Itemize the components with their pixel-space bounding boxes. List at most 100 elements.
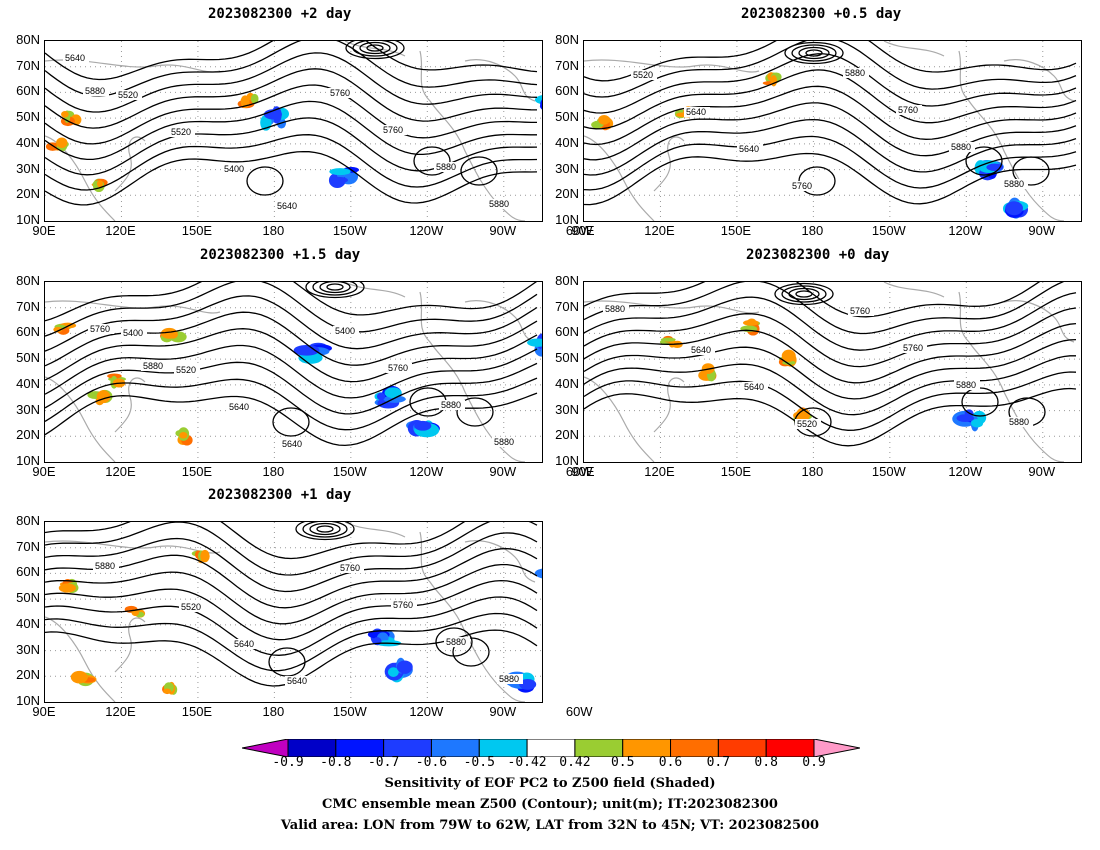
coastline [419, 291, 526, 462]
lon-tick-label: 150W [871, 223, 906, 238]
lat-tick-label: 70N [555, 57, 579, 73]
contour-label-bg [603, 304, 629, 314]
contour-label-bg [222, 164, 248, 174]
lat-tick-label: 20N [555, 427, 579, 443]
contour-label: 5520 [171, 127, 191, 137]
contour-label: 5760 [340, 563, 360, 573]
z500-contour [246, 166, 284, 196]
z500-contour [309, 522, 341, 536]
coastline [464, 540, 536, 583]
coastline [584, 135, 655, 221]
coastline [419, 531, 526, 702]
contour-label: 5880 [605, 304, 625, 314]
colorbar-tick-label: 0.8 [754, 755, 778, 770]
negative-sensitivity-shading [387, 667, 399, 677]
lat-tick-label: 50N [555, 350, 579, 366]
lon-tick-label: 120E [105, 704, 136, 719]
coastline [584, 376, 655, 462]
contour-label: 5520 [118, 90, 138, 100]
lat-tick-label: 70N [16, 298, 40, 314]
lon-tick-label: 150E [181, 223, 213, 238]
colorbar-graphic [241, 738, 861, 758]
contour-label: 5400 [335, 326, 355, 336]
z500-contour [45, 361, 538, 415]
colorbar-max-triangle [813, 738, 861, 758]
negative-sensitivity-shading [519, 678, 537, 690]
z500-contour [302, 522, 348, 538]
z500-contour [45, 522, 538, 576]
lon-tick-label: 120E [105, 223, 136, 238]
lat-tick-label: 80N [16, 513, 40, 528]
positive-sensitivity-shading [96, 390, 111, 404]
contour-label-bg [88, 324, 114, 334]
lon-tick-label: 180 [262, 223, 285, 238]
z500-contour [788, 287, 820, 301]
z500-contour [795, 290, 813, 298]
lon-tick-label: 150E [181, 704, 213, 719]
z500-contour [305, 282, 365, 299]
map-plus1-day: 5520 5640 5640 5760 5760 5880 5880 5880 [44, 521, 543, 703]
z500-contour [45, 41, 538, 81]
contour-label: 5640 [229, 402, 249, 412]
z500-contour [413, 146, 451, 176]
lon-tick-label: 90E [571, 464, 595, 479]
panel-title: 2023082300 +1.5 day [200, 247, 361, 263]
z500-contour [584, 41, 1077, 82]
z500-contour [584, 282, 1065, 335]
map-canvas: 5520 5640 5640 5760 5760 5880 5880 5880 [45, 522, 542, 702]
contour-label: 5400 [123, 328, 143, 338]
colorbar-tick-label: -0.42 [507, 755, 547, 770]
lon-tick-label: 90W [489, 704, 517, 719]
coastline [45, 376, 116, 462]
lat-tick-label: 70N [16, 57, 40, 73]
lat-tick-label: 80N [16, 32, 40, 47]
negative-sensitivity-shading [414, 420, 432, 431]
contour-label-bg [901, 343, 927, 353]
z500-contour [45, 596, 538, 656]
lon-tick-label: 90W [489, 464, 517, 479]
panel-title: 2023082300 +1 day [208, 487, 352, 503]
colorbar-tick-label: -0.5 [463, 755, 495, 770]
contour-label-bg [790, 181, 816, 191]
z500-contour [584, 152, 1077, 206]
z500-contour [805, 49, 823, 57]
lon-tick-label: 120E [644, 464, 675, 479]
lon-tick-label: 90W [1028, 223, 1056, 238]
contour-label: 5760 [388, 363, 408, 373]
lat-tick-label: 30N [555, 401, 579, 417]
lat-tick-label: 80N [555, 273, 579, 288]
contour-label-bg [684, 107, 710, 117]
z500-contour [45, 532, 538, 593]
z500-contour [584, 307, 1077, 368]
z500-contour [45, 612, 538, 672]
contour-label-bg [338, 563, 364, 573]
contour-label: 5520 [181, 602, 201, 612]
map-plus0-day: 5640 5640 5520 5760 5760 5880 5880 5880 [583, 281, 1082, 463]
z500-contour [45, 295, 538, 352]
contour-label-bg [169, 127, 195, 137]
z500-contour [456, 397, 494, 427]
panel-title: 2023082300 +0 day [746, 247, 890, 263]
contour-label-bg [795, 419, 821, 429]
negative-sensitivity-shading [541, 347, 542, 354]
z500-contour [584, 371, 1077, 431]
coastline [653, 136, 685, 192]
contour-label-bg [232, 639, 258, 649]
contour-label-bg [843, 68, 869, 78]
lon-tick-label: 150W [332, 223, 367, 238]
lon-tick-label: 60W [565, 464, 593, 479]
lat-tick-label: 10N [16, 453, 40, 468]
z500-contour [584, 118, 1077, 176]
contour-label: 5760 [792, 181, 812, 191]
z500-contour [366, 44, 384, 52]
lon-tick-label: 120W [409, 223, 444, 238]
z500-contour [45, 344, 538, 399]
contour-label-bg [848, 306, 874, 316]
z500-contour [45, 117, 538, 176]
positive-sensitivity-shading [70, 670, 88, 684]
contour-label: 5400 [224, 164, 244, 174]
z500-contour [584, 41, 1077, 98]
lat-tick-label: 50N [555, 109, 579, 125]
z500-contour [45, 377, 538, 431]
lat-tick-label: 50N [16, 590, 40, 606]
